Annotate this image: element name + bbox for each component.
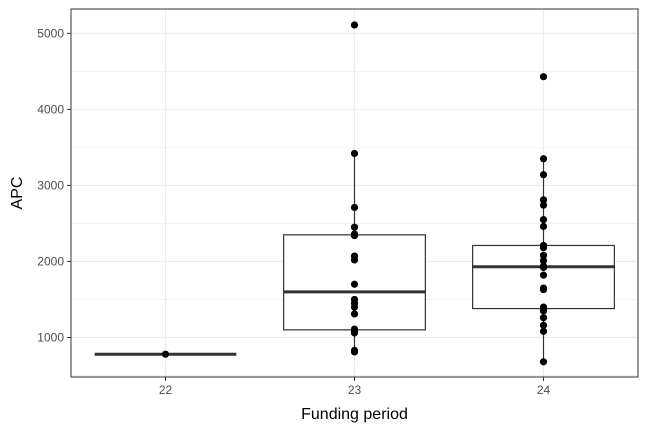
data-point xyxy=(539,263,548,272)
data-point xyxy=(350,329,359,337)
y-tick-label: 2000 xyxy=(37,254,64,268)
x-axis-title: Funding period xyxy=(301,406,408,423)
y-axis-ticks: 1000 2000 3000 4000 5000 xyxy=(37,26,71,344)
x-tick-label: 23 xyxy=(348,383,362,397)
data-point xyxy=(350,348,359,356)
y-tick-label: 4000 xyxy=(37,102,64,116)
data-point xyxy=(539,358,548,366)
data-point xyxy=(539,196,548,204)
data-point xyxy=(539,73,548,81)
data-point xyxy=(539,216,548,224)
y-tick-label: 5000 xyxy=(37,26,64,40)
data-point xyxy=(350,21,359,29)
data-point xyxy=(350,203,359,212)
data-point xyxy=(161,350,170,358)
x-tick-label: 24 xyxy=(537,383,551,397)
data-point xyxy=(350,223,359,231)
y-tick-label: 1000 xyxy=(37,330,64,344)
data-point xyxy=(350,280,359,288)
y-tick-label: 3000 xyxy=(37,178,64,192)
data-point xyxy=(539,314,548,322)
data-point xyxy=(350,310,359,318)
x-axis-ticks: 22 23 24 xyxy=(159,377,551,397)
data-point xyxy=(539,285,548,294)
data-point xyxy=(350,149,359,158)
data-point xyxy=(539,222,548,231)
data-points xyxy=(161,21,548,366)
data-point xyxy=(350,231,359,240)
data-point xyxy=(539,155,548,163)
data-point xyxy=(539,244,548,252)
data-point xyxy=(539,201,548,209)
data-point xyxy=(539,327,548,335)
data-point xyxy=(539,307,548,315)
x-tick-label: 22 xyxy=(159,383,173,397)
data-point xyxy=(539,257,548,265)
data-point xyxy=(539,251,548,259)
data-point xyxy=(539,171,548,179)
data-point xyxy=(350,256,359,264)
data-point xyxy=(539,271,548,279)
y-axis-title: APC xyxy=(9,177,26,210)
data-point xyxy=(539,321,548,329)
data-point xyxy=(350,303,359,311)
